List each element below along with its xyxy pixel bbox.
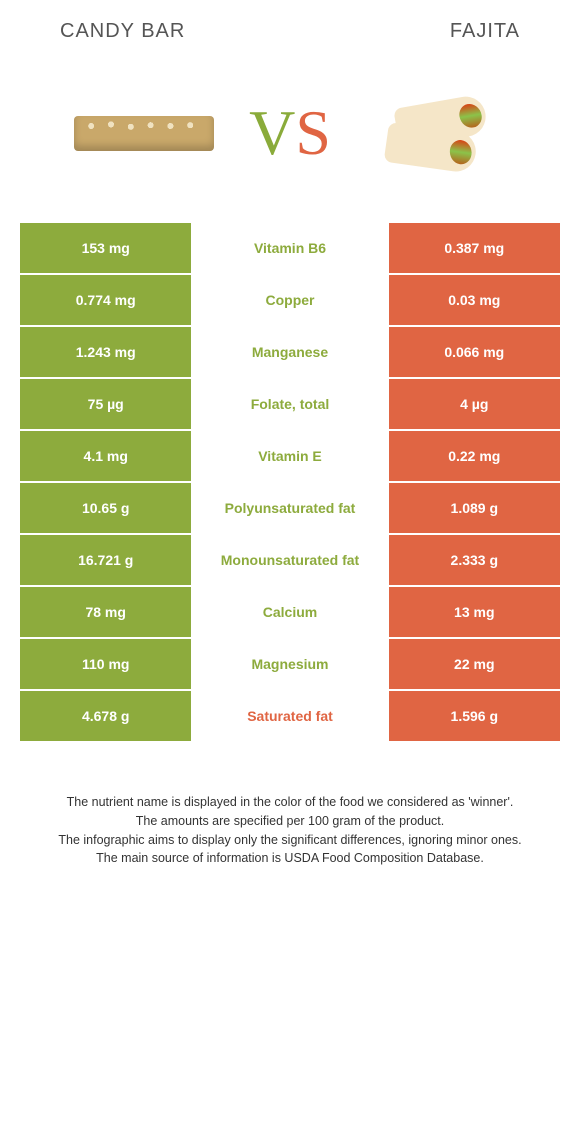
left-value-cell: 153 mg — [20, 223, 191, 275]
right-value-cell: 0.03 mg — [389, 275, 560, 327]
right-value-cell: 13 mg — [389, 587, 560, 639]
table-row: 4.1 mgVitamin E0.22 mg — [20, 431, 560, 483]
nutrient-name-cell: Calcium — [191, 587, 388, 639]
nutrient-name-cell: Manganese — [191, 327, 388, 379]
left-value-cell: 110 mg — [20, 639, 191, 691]
vs-block: VS — [20, 53, 560, 223]
right-food-title: FAJITA — [450, 20, 520, 43]
nutrient-name-cell: Folate, total — [191, 379, 388, 431]
right-value-cell: 1.089 g — [389, 483, 560, 535]
footer-line: The nutrient name is displayed in the co… — [40, 793, 540, 812]
candy-bar-image — [69, 93, 219, 173]
left-food-title: CANDY BAR — [60, 20, 185, 43]
footer-notes: The nutrient name is displayed in the co… — [20, 743, 560, 868]
left-value-cell: 78 mg — [20, 587, 191, 639]
footer-line: The main source of information is USDA F… — [40, 849, 540, 868]
vs-letter-v: V — [249, 97, 295, 168]
left-value-cell: 75 µg — [20, 379, 191, 431]
nutrient-name-cell: Polyunsaturated fat — [191, 483, 388, 535]
table-row: 78 mgCalcium13 mg — [20, 587, 560, 639]
table-row: 153 mgVitamin B60.387 mg — [20, 223, 560, 275]
left-value-cell: 16.721 g — [20, 535, 191, 587]
left-value-cell: 1.243 mg — [20, 327, 191, 379]
right-value-cell: 1.596 g — [389, 691, 560, 743]
nutrient-name-cell: Copper — [191, 275, 388, 327]
nutrient-name-cell: Magnesium — [191, 639, 388, 691]
table-row: 75 µgFolate, total4 µg — [20, 379, 560, 431]
table-row: 1.243 mgManganese0.066 mg — [20, 327, 560, 379]
right-value-cell: 0.066 mg — [389, 327, 560, 379]
left-value-cell: 4.1 mg — [20, 431, 191, 483]
nutrient-name-cell: Vitamin E — [191, 431, 388, 483]
table-row: 110 mgMagnesium22 mg — [20, 639, 560, 691]
nutrient-name-cell: Saturated fat — [191, 691, 388, 743]
table-row: 4.678 gSaturated fat1.596 g — [20, 691, 560, 743]
fajita-image — [361, 93, 511, 173]
right-value-cell: 0.22 mg — [389, 431, 560, 483]
header: CANDY BAR FAJITA — [20, 0, 560, 53]
vs-letter-s: S — [295, 97, 331, 168]
footer-line: The infographic aims to display only the… — [40, 831, 540, 850]
right-value-cell: 4 µg — [389, 379, 560, 431]
table-row: 16.721 gMonounsaturated fat2.333 g — [20, 535, 560, 587]
table-row: 0.774 mgCopper0.03 mg — [20, 275, 560, 327]
left-value-cell: 10.65 g — [20, 483, 191, 535]
left-value-cell: 0.774 mg — [20, 275, 191, 327]
footer-line: The amounts are specified per 100 gram o… — [40, 812, 540, 831]
right-value-cell: 22 mg — [389, 639, 560, 691]
right-value-cell: 2.333 g — [389, 535, 560, 587]
nutrient-table: 153 mgVitamin B60.387 mg0.774 mgCopper0.… — [20, 223, 560, 743]
nutrient-name-cell: Monounsaturated fat — [191, 535, 388, 587]
nutrient-name-cell: Vitamin B6 — [191, 223, 388, 275]
right-value-cell: 0.387 mg — [389, 223, 560, 275]
vs-text: VS — [249, 96, 331, 170]
table-row: 10.65 gPolyunsaturated fat1.089 g — [20, 483, 560, 535]
infographic-container: CANDY BAR FAJITA VS 153 mgVitamin B60.38… — [0, 0, 580, 868]
left-value-cell: 4.678 g — [20, 691, 191, 743]
